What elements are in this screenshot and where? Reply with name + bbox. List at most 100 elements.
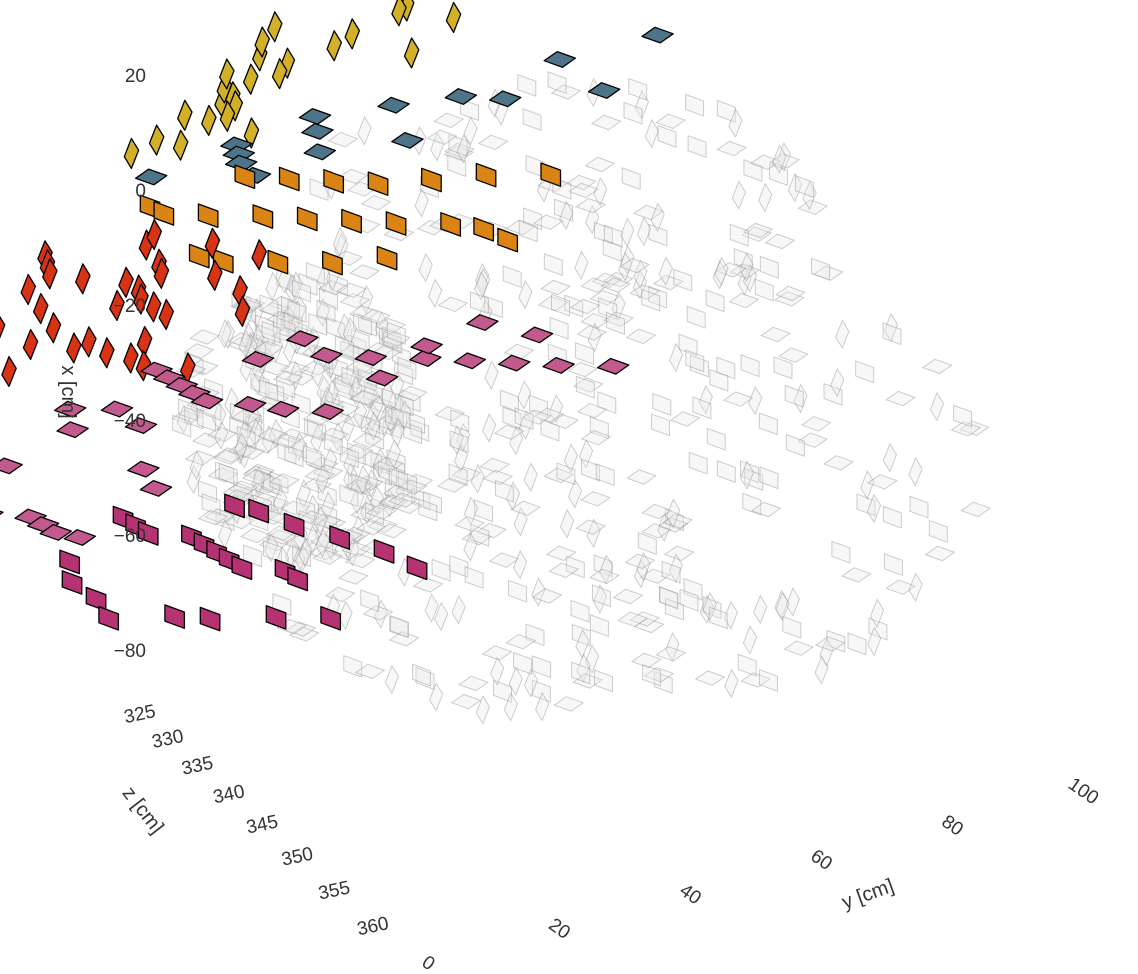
data-point [403, 37, 420, 69]
background-cell [540, 279, 571, 296]
background-cell [580, 429, 612, 446]
background-cell [458, 675, 489, 692]
background-cell [712, 259, 727, 290]
background-cell [666, 498, 681, 529]
background-cell [357, 115, 372, 146]
background-cell [597, 391, 617, 415]
data-point [266, 400, 300, 418]
background-cell [591, 272, 623, 289]
background-cell [513, 506, 528, 537]
background-cell [329, 273, 349, 297]
background-cell [418, 252, 433, 283]
data-point [344, 18, 361, 50]
background-cell [292, 279, 312, 303]
background-cell [366, 411, 381, 441]
background-cell [312, 464, 344, 480]
data-point [303, 143, 337, 161]
background-cell [657, 124, 677, 148]
background-cell [348, 305, 380, 321]
background-cell [318, 427, 350, 444]
background-cell [316, 375, 331, 405]
background-cell [508, 579, 528, 603]
background-cell [271, 433, 302, 449]
background-cell [365, 502, 385, 526]
background-cell [623, 101, 643, 125]
data-point [66, 332, 82, 364]
background-cell [556, 462, 576, 486]
background-cell [548, 562, 580, 579]
data-point [98, 605, 120, 631]
background-cell [668, 342, 684, 373]
background-cell [548, 393, 564, 424]
background-cell [522, 108, 542, 132]
background-cell [702, 596, 722, 620]
background-cell [251, 478, 282, 494]
background-cell [263, 532, 279, 563]
y-tick-label: 20 [544, 914, 573, 943]
data-point [391, 131, 424, 149]
background-cell [376, 523, 407, 539]
data-point [322, 250, 343, 276]
background-cell [268, 332, 284, 363]
background-cell [258, 379, 278, 403]
background-cell [576, 402, 608, 419]
background-cell [505, 633, 537, 650]
background-cell [285, 274, 300, 304]
data-point [197, 203, 219, 229]
background-cell [633, 259, 648, 289]
background-cell [330, 421, 345, 452]
background-cell [443, 145, 474, 162]
background-cell [242, 408, 262, 432]
background-cell [347, 471, 367, 495]
background-cell [386, 321, 406, 345]
background-cell [259, 301, 291, 318]
background-cell [378, 460, 397, 484]
data-point [376, 245, 398, 271]
background-cell [436, 477, 468, 493]
y-tick-label: 100 [1064, 774, 1102, 809]
background-cell [748, 385, 763, 416]
background-cell [338, 569, 369, 585]
background-cell [575, 519, 607, 535]
background-cell [217, 318, 232, 349]
background-cell [568, 182, 599, 199]
data-point [475, 162, 497, 188]
background-cell [574, 250, 589, 281]
background-cell [304, 418, 324, 442]
data-point [32, 292, 49, 325]
background-cell [272, 486, 288, 516]
background-cell [633, 617, 665, 634]
background-cell [885, 390, 916, 407]
background-cell [749, 154, 781, 170]
background-cell [340, 413, 355, 443]
background-cell [188, 359, 219, 375]
background-cell [449, 554, 469, 578]
background-cell [823, 455, 854, 471]
background-cell [381, 326, 401, 350]
background-cell [240, 322, 256, 352]
background-cell [664, 508, 684, 532]
background-cell [320, 491, 336, 522]
background-cell [499, 389, 519, 413]
background-cell [502, 265, 522, 289]
background-cell [794, 175, 814, 198]
background-cell [658, 586, 678, 609]
background-cell [262, 473, 282, 497]
background-cell [662, 513, 694, 529]
background-cell [433, 112, 465, 129]
background-cell [259, 360, 290, 376]
background-cell [665, 631, 680, 662]
background-cell [383, 403, 399, 433]
background-cell [227, 442, 258, 459]
background-cell [451, 466, 482, 482]
background-cell [641, 288, 661, 312]
background-cell [782, 615, 802, 639]
background-cell [567, 361, 599, 378]
background-cell [386, 439, 402, 469]
data-point [0, 315, 6, 339]
background-cell [729, 263, 761, 279]
background-cell [739, 252, 754, 283]
data-point [153, 201, 175, 226]
background-cell [533, 407, 565, 424]
background-cell [380, 331, 411, 347]
